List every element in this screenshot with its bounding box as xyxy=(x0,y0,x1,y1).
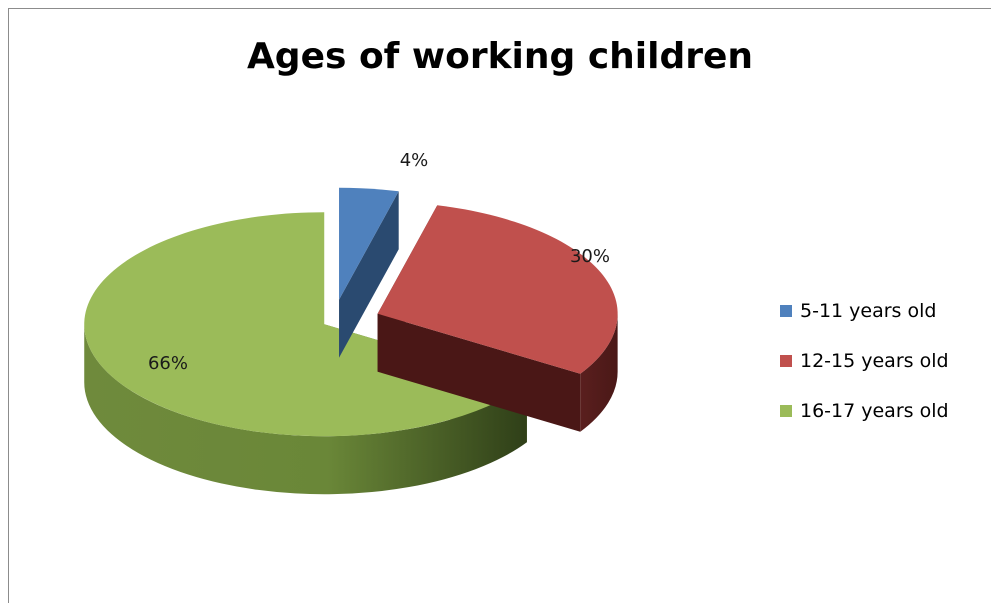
data-label-12-15: 30% xyxy=(570,246,610,267)
legend-label-16-17: 16-17 years old xyxy=(800,400,949,422)
legend: 5-11 years old 12-15 years old 16-17 yea… xyxy=(780,286,985,436)
pie-slice-top-12-15 xyxy=(377,205,618,374)
pie-slice-side-12-15 xyxy=(580,313,618,432)
chart-frame xyxy=(8,8,991,603)
pie-slice-12-15 xyxy=(377,205,618,432)
pie-slice-wall-5-11-1 xyxy=(339,191,399,358)
legend-label-12-15: 12-15 years old xyxy=(800,350,949,372)
pie-slice-side-16-17 xyxy=(84,324,527,495)
data-label-16-17: 66% xyxy=(148,353,188,374)
data-label-5-11: 4% xyxy=(400,150,429,171)
legend-item-16-17: 16-17 years old xyxy=(780,386,985,436)
pie-slice-wall-12-15-1 xyxy=(377,313,581,432)
pie-slice-5-11 xyxy=(339,187,399,358)
legend-label-5-11: 5-11 years old xyxy=(800,300,937,322)
legend-swatch-16-17 xyxy=(780,405,792,417)
legend-item-5-11: 5-11 years old xyxy=(780,286,985,336)
chart-title: Ages of working children xyxy=(246,36,754,77)
legend-swatch-5-11 xyxy=(780,305,792,317)
pie-slice-top-5-11 xyxy=(339,187,399,300)
legend-item-12-15: 12-15 years old xyxy=(780,336,985,386)
legend-swatch-12-15 xyxy=(780,355,792,367)
